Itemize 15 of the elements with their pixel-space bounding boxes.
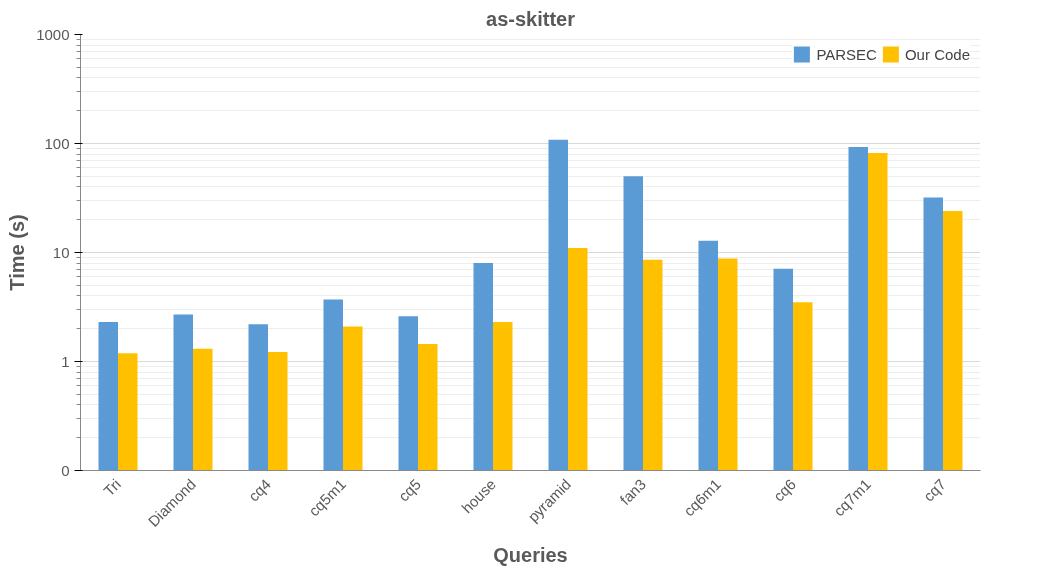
y-tick-label: 10 — [52, 243, 70, 261]
y-tick-label: 1000 — [36, 25, 70, 43]
y-tick-label: 1 — [61, 352, 70, 370]
legend-label: Our Code — [904, 45, 970, 63]
y-tick-label: 0 — [61, 461, 70, 479]
x-tick-label: cq7 — [919, 475, 950, 505]
x-tick-label: cq5 — [394, 475, 425, 505]
y-tick-label: 100 — [44, 134, 70, 152]
x-tick-label: cq4 — [244, 475, 275, 505]
legend-label: PARSEC — [816, 45, 877, 63]
chart-title: as-skitter — [486, 7, 576, 30]
x-tick-label: Tri — [100, 475, 125, 500]
y-axis-title: Time (s) — [6, 214, 29, 291]
x-tick-label: cq6 — [769, 475, 800, 505]
x-axis-title: Queries — [493, 543, 568, 566]
